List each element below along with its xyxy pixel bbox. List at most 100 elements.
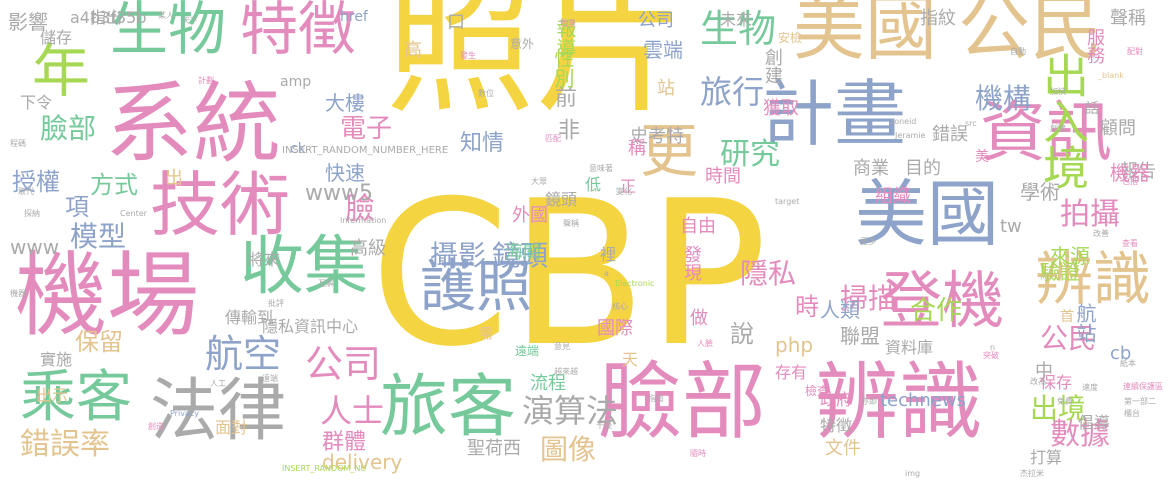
word-139: 意外	[510, 37, 535, 51]
word-17: 登機	[880, 264, 1005, 337]
word-target: target	[775, 197, 800, 206]
word-60: 非	[554, 118, 579, 140]
word-67: 快速	[325, 161, 365, 185]
word-11: 資訊	[980, 94, 1112, 171]
word-183: 改善	[1093, 229, 1109, 238]
word-171: 干擾	[596, 421, 612, 430]
word-1: 照片	[385, 0, 686, 134]
word-27: 機構	[975, 82, 1032, 115]
word-21: 護照	[420, 255, 532, 320]
word-40: 掃描	[840, 282, 897, 315]
word-176: 探納	[24, 209, 40, 218]
word-15: 旅客	[380, 368, 517, 447]
word-47: 保留	[75, 328, 123, 356]
word-tw: tw	[1000, 216, 1022, 237]
word-href: href	[340, 9, 368, 25]
word-62: 臉	[345, 192, 375, 227]
word-91: 自由	[680, 216, 716, 237]
word-107: 隱私資訊中心	[262, 317, 359, 336]
word-48: 群體	[322, 430, 367, 455]
word-7: 美國	[793, 0, 938, 70]
word-18: 辨識	[1035, 245, 1152, 313]
word-160: 互解	[318, 279, 334, 288]
word-172: 遠端	[262, 374, 278, 383]
word-106: 鏡頭	[545, 190, 578, 209]
word-28: 航空	[205, 332, 282, 376]
word-44: 方式	[90, 171, 138, 199]
word-182: 查看	[1122, 239, 1138, 248]
word-87: 組織	[875, 186, 911, 207]
word-117: 傳輸到	[225, 308, 274, 327]
word-16: 乘客	[20, 365, 132, 430]
word-103: 打算	[1030, 448, 1063, 467]
word-92: 發現	[681, 245, 702, 281]
word-46: 臉部	[40, 112, 97, 145]
word-33: 研究	[720, 137, 780, 172]
word-104: 外國	[512, 205, 548, 226]
word-53: 航站	[1073, 303, 1097, 343]
word-131: 高	[401, 40, 422, 58]
word-34: 錯誤率	[20, 427, 110, 462]
word-37: 攝影	[430, 239, 487, 272]
word-128: 中	[1035, 361, 1053, 382]
word-39: 隱私	[740, 257, 797, 290]
word-116: 面對	[215, 418, 248, 437]
word-24: 生物	[700, 7, 777, 51]
word-126: 美	[975, 149, 989, 165]
word-88: 商業	[853, 158, 889, 179]
word-ck: ck	[290, 141, 306, 157]
word-179: 杰拉米	[1020, 469, 1044, 478]
word-information: Information	[340, 216, 387, 225]
word-105: 海關	[505, 242, 541, 263]
word-170: 越來越	[554, 367, 578, 376]
word-199: 程碼	[10, 139, 26, 148]
word-121: 檢查	[805, 384, 830, 398]
word-13: 收集	[240, 230, 368, 304]
word-www: www	[10, 235, 60, 259]
word-12: 技術	[150, 164, 290, 246]
word-158: 計劃	[198, 76, 214, 85]
word-90: 史考特	[630, 126, 684, 147]
word-186: 自動	[1010, 47, 1026, 56]
word-78: 驗證	[1040, 260, 1080, 284]
word-71: 雲端	[643, 38, 683, 62]
word-9: 公民	[958, 0, 1103, 70]
word-74: 學術	[1020, 180, 1060, 204]
word-184: 創建	[1050, 124, 1066, 133]
word-122: 存有	[775, 363, 808, 382]
word-93: 國際	[597, 318, 633, 339]
word-162: 數位	[478, 89, 494, 98]
word-159: 批評	[268, 299, 284, 308]
word-111: 儲存	[40, 28, 73, 47]
word-32: 拍攝	[1060, 197, 1120, 232]
word-168: 核心	[612, 302, 628, 311]
word-173: 人工	[210, 379, 226, 388]
word-85: 獲取	[763, 98, 799, 119]
word-191: 免費	[1057, 397, 1073, 406]
word-94: 做	[690, 308, 708, 329]
word-95: 資料庫	[885, 338, 934, 357]
word-src: src	[965, 119, 977, 128]
word-14: 法律	[150, 372, 287, 451]
word-8: 美國	[855, 172, 1000, 256]
word-45: 電子	[340, 114, 393, 144]
word-177: 更多	[860, 237, 876, 246]
word-84: 創建	[762, 48, 783, 84]
word-66: 大樓	[325, 91, 365, 115]
word-108: 實施	[40, 350, 73, 369]
word-156: 某人	[158, 11, 174, 20]
word-165: 大眾	[531, 177, 547, 186]
word-190: 改為	[1030, 377, 1046, 386]
word-42: 模型	[70, 220, 127, 253]
word--blank: _blank	[1098, 71, 1124, 80]
word-169: 意見	[554, 342, 570, 351]
word-29: 公司	[305, 342, 382, 386]
word-img: img	[905, 469, 921, 478]
word-22: 年	[32, 37, 91, 105]
word-192: 聲稱	[563, 219, 579, 228]
word-zoneid: zoneid	[890, 117, 917, 126]
word-center: Center	[120, 209, 147, 218]
word-96: 政府	[820, 390, 853, 409]
word-196: 連續保護區	[1123, 382, 1163, 391]
word-97: 特徵	[820, 416, 853, 435]
